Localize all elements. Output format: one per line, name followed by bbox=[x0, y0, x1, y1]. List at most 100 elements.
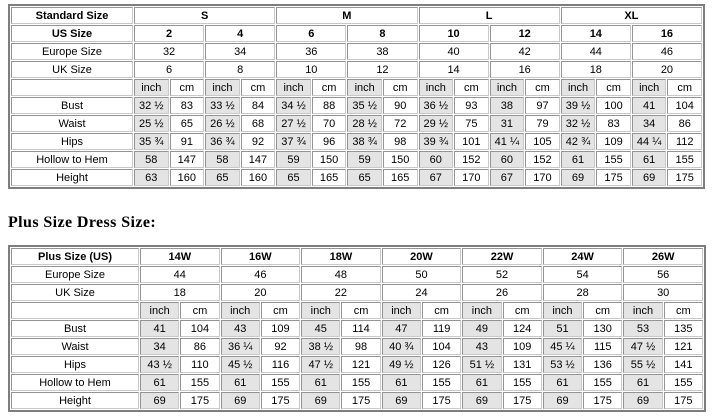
measure-cm-cell: 124 bbox=[502, 320, 542, 337]
measure-cm-cell: 65 bbox=[169, 115, 205, 132]
measure-label: Waist bbox=[11, 115, 133, 132]
measure-inch-cell: 26 ½ bbox=[205, 115, 240, 132]
size-group-header: 14W bbox=[140, 248, 220, 265]
measure-cm-cell: 110 bbox=[180, 356, 220, 373]
measure-cm-cell: 112 bbox=[667, 133, 702, 150]
measure-cm-cell: 175 bbox=[596, 169, 631, 186]
measure-inch-cell: 51 ½ bbox=[462, 356, 502, 373]
measure-cm-cell: 115 bbox=[583, 338, 623, 355]
group-header-row: Plus Size (US) 14W 16W 18W 20W 22W 24W 26W bbox=[11, 248, 703, 265]
measure-cm-cell: 147 bbox=[240, 151, 276, 168]
measure-inch-cell: 69 bbox=[140, 392, 180, 409]
measure-cm-cell: 104 bbox=[421, 338, 462, 355]
measure-inch-cell: 29 ½ bbox=[418, 115, 454, 132]
unit-inch-header: inch bbox=[418, 79, 454, 96]
measure-cm-cell: 96 bbox=[311, 133, 347, 150]
measure-inch-cell: 61 bbox=[542, 374, 583, 391]
measure-cm-cell: 109 bbox=[596, 133, 631, 150]
measure-row: Hollow to Hem 61 155 61 155 61 155 61 155 61 155 61… bbox=[11, 374, 703, 391]
size-group-header: 16W bbox=[220, 248, 301, 265]
size-group-header: 20W bbox=[381, 248, 462, 265]
size-value-cell: 48 bbox=[301, 266, 381, 283]
row-label: Europe Size bbox=[11, 266, 139, 283]
measure-cm-cell: 175 bbox=[180, 392, 220, 409]
unit-inch-header: inch bbox=[381, 302, 421, 319]
measure-cm-cell: 136 bbox=[583, 356, 623, 373]
measure-inch-cell: 69 bbox=[542, 392, 583, 409]
measure-label: Hips bbox=[11, 133, 133, 150]
measure-inch-cell: 45 ¼ bbox=[542, 338, 583, 355]
measure-inch-cell: 28 ½ bbox=[347, 115, 382, 132]
row-label: UK Size bbox=[11, 61, 133, 78]
measure-row: Bust 32 ½ 83 33 ½ 84 34 ½ 88 35 ½ 90 36 ½ 93 38 97 39… bbox=[11, 97, 702, 114]
measure-inch-cell: 59 bbox=[347, 151, 382, 168]
measure-cm-cell: 135 bbox=[663, 320, 703, 337]
measure-inch-cell: 45 bbox=[301, 320, 341, 337]
unit-inch-header: inch bbox=[347, 79, 382, 96]
measure-row: Height 69 175 69 175 69 175 69 175 69 175 69 175 69 17… bbox=[11, 392, 703, 409]
measure-inch-cell: 60 bbox=[489, 151, 525, 168]
unit-row-spacer bbox=[11, 79, 133, 96]
measure-cm-cell: 72 bbox=[382, 115, 418, 132]
measure-row: Hollow to Hem 58 147 58 147 59 150 59 150 60 152 60… bbox=[11, 151, 702, 168]
size-value-cell: 38 bbox=[347, 43, 418, 60]
size-value-cell: 44 bbox=[560, 43, 631, 60]
measure-cm-cell: 175 bbox=[667, 169, 702, 186]
measure-cm-cell: 155 bbox=[663, 374, 703, 391]
size-value-cell: 30 bbox=[623, 284, 703, 301]
size-value-cell: 14 bbox=[418, 61, 489, 78]
unit-cm-header: cm bbox=[663, 302, 703, 319]
measure-cm-cell: 170 bbox=[454, 169, 489, 186]
measure-inch-cell: 51 bbox=[542, 320, 583, 337]
unit-inch-header: inch bbox=[542, 302, 583, 319]
size-value-cell: 26 bbox=[462, 284, 542, 301]
measure-row: Bust 41 104 43 109 45 114 47 119 49 124 51 130 53 135 bbox=[11, 320, 703, 337]
measure-cm-cell: 155 bbox=[596, 151, 631, 168]
unit-inch-header: inch bbox=[140, 302, 180, 319]
measure-inch-cell: 65 bbox=[205, 169, 240, 186]
measure-cm-cell: 121 bbox=[663, 338, 703, 355]
measure-inch-cell: 55 ½ bbox=[623, 356, 663, 373]
measure-cm-cell: 100 bbox=[596, 97, 631, 114]
size-value-cell: 54 bbox=[542, 266, 623, 283]
size-value-cell: 6 bbox=[134, 61, 205, 78]
measure-inch-cell: 61 bbox=[301, 374, 341, 391]
measure-cm-cell: 83 bbox=[169, 97, 205, 114]
size-group-header: XL bbox=[560, 7, 702, 24]
measure-cm-cell: 98 bbox=[382, 133, 418, 150]
measure-inch-cell: 53 bbox=[623, 320, 663, 337]
measure-inch-cell: 42 ¾ bbox=[560, 133, 596, 150]
measure-cm-cell: 131 bbox=[502, 356, 542, 373]
size-group-header: M bbox=[276, 7, 418, 24]
plus-size-heading: Plus Size Dress Size: bbox=[8, 214, 157, 231]
measure-inch-cell: 41 bbox=[631, 97, 667, 114]
unit-cm-header: cm bbox=[180, 302, 220, 319]
measure-cm-cell: 86 bbox=[180, 338, 220, 355]
measure-cm-cell: 155 bbox=[502, 374, 542, 391]
size-value-cell: 12 bbox=[347, 61, 418, 78]
measure-cm-cell: 155 bbox=[180, 374, 220, 391]
measure-inch-cell: 34 bbox=[631, 115, 667, 132]
measure-inch-cell: 27 ½ bbox=[276, 115, 311, 132]
size-value-cell: 36 bbox=[276, 43, 347, 60]
measure-cm-cell: 114 bbox=[341, 320, 381, 337]
measure-inch-cell: 61 bbox=[623, 374, 663, 391]
unit-cm-header: cm bbox=[596, 79, 631, 96]
measure-inch-cell: 69 bbox=[301, 392, 341, 409]
size-value-cell: 56 bbox=[623, 266, 703, 283]
unit-inch-header: inch bbox=[134, 79, 169, 96]
measure-cm-cell: 98 bbox=[341, 338, 381, 355]
measure-inch-cell: 65 bbox=[347, 169, 382, 186]
measure-cm-cell: 109 bbox=[260, 320, 301, 337]
measure-cm-cell: 147 bbox=[169, 151, 205, 168]
measure-cm-cell: 79 bbox=[525, 115, 560, 132]
measure-inch-cell: 35 ½ bbox=[347, 97, 382, 114]
measure-cm-cell: 175 bbox=[260, 392, 301, 409]
measure-inch-cell: 58 bbox=[134, 151, 169, 168]
measure-inch-cell: 69 bbox=[220, 392, 260, 409]
measure-cm-cell: 97 bbox=[525, 97, 560, 114]
size-value-cell: 4 bbox=[205, 25, 276, 42]
size-value-cell: 12 bbox=[489, 25, 560, 42]
measure-inch-cell: 25 ½ bbox=[134, 115, 169, 132]
measure-inch-cell: 59 bbox=[276, 151, 311, 168]
